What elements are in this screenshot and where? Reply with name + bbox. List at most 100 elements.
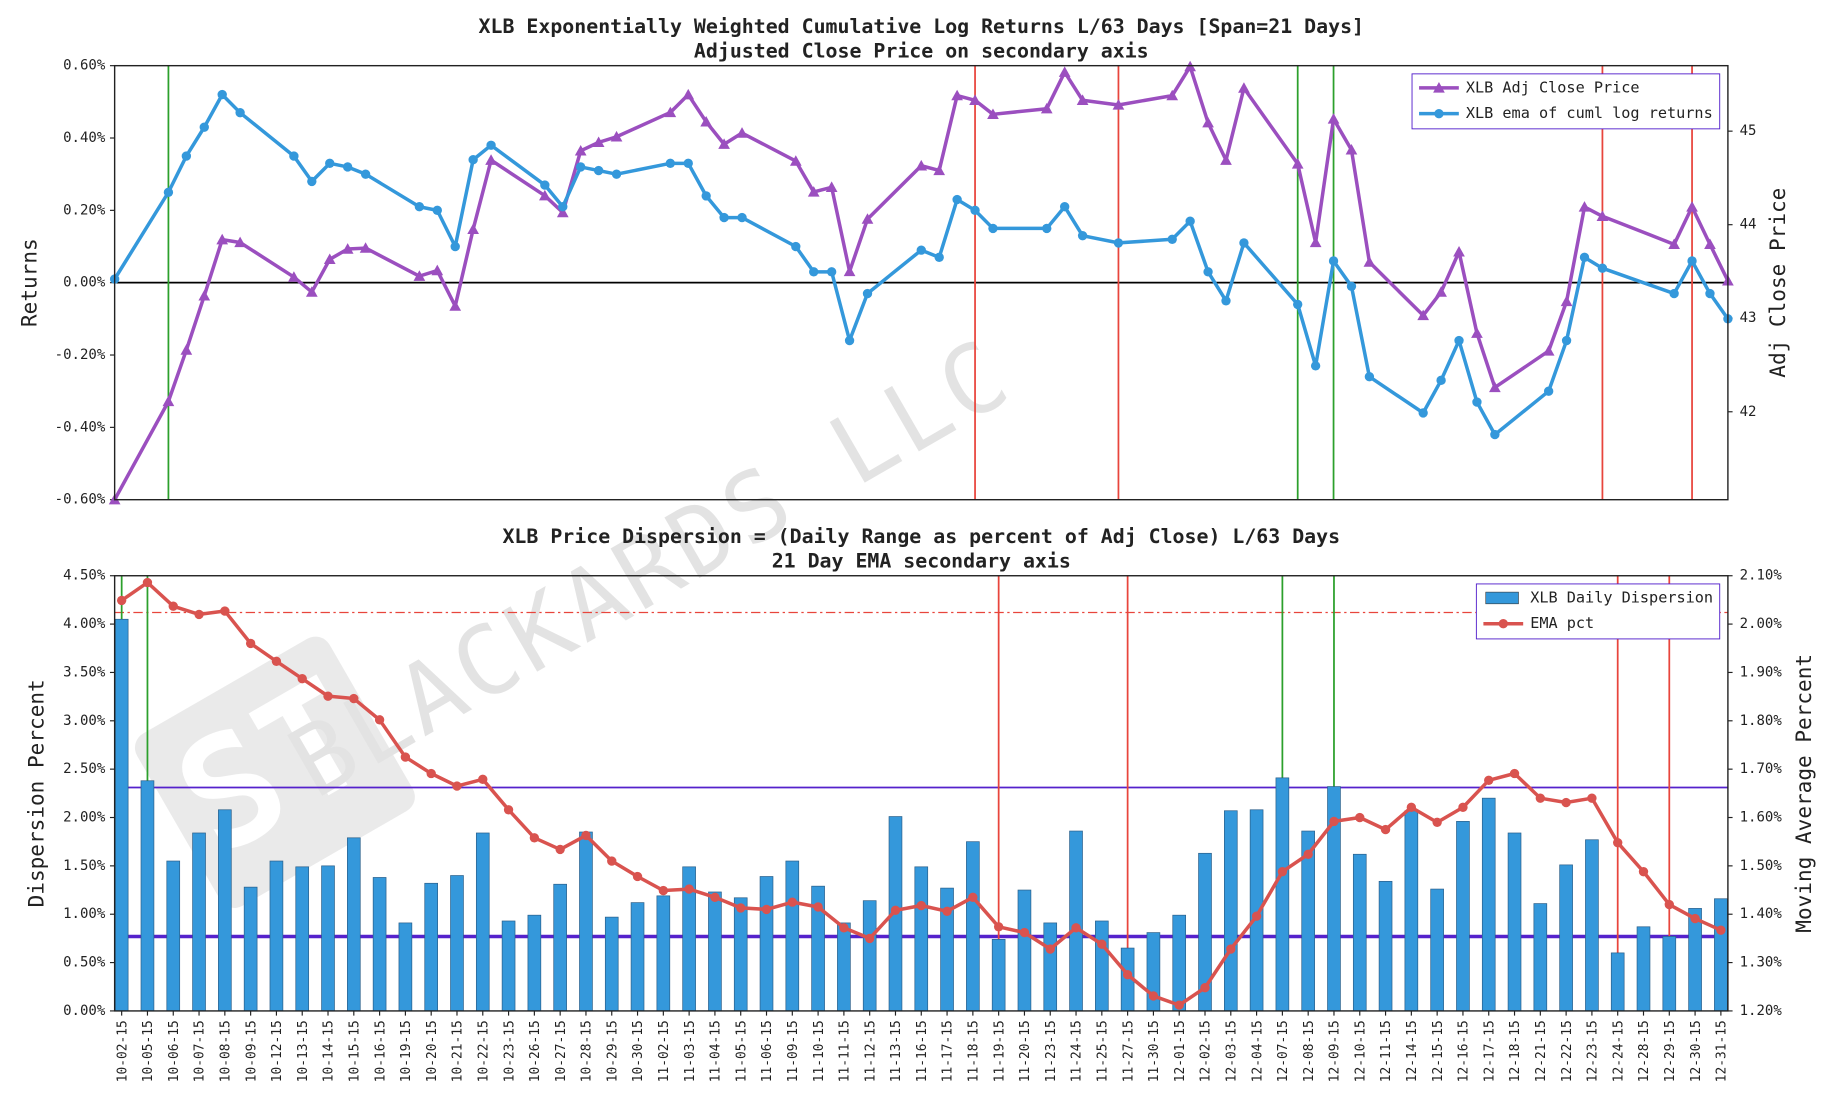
marker (414, 202, 425, 212)
x-tick-label: 12-10-15 (1353, 1020, 1368, 1082)
bar (630, 902, 645, 1012)
x-tick-label: 11-05-15 (734, 1020, 749, 1082)
bar (1559, 864, 1573, 1012)
bar (579, 831, 593, 1012)
bar (527, 914, 542, 1012)
bar (837, 922, 851, 1012)
y2-tick-label: 1.40% (1740, 906, 1783, 922)
y-tick-label: 0.00% (63, 275, 106, 291)
marker (736, 903, 746, 913)
x-tick-label: 10-16-15 (373, 1020, 388, 1082)
x-tick-label: 12-08-15 (1302, 1020, 1317, 1082)
x-tick-label: 12-01-15 (1173, 1020, 1188, 1082)
marker (426, 768, 436, 779)
x-tick-label: 11-19-15 (992, 1020, 1007, 1082)
bar (1507, 832, 1522, 1012)
marker (216, 233, 229, 245)
bar (759, 876, 774, 1012)
marker (1380, 824, 1391, 835)
bar (372, 877, 387, 1012)
y-tick-label: 1.00% (63, 906, 106, 922)
marker (1327, 113, 1340, 124)
legend-label: EMA pct (1530, 614, 1594, 632)
x-tick-label: 12-04-15 (1250, 1020, 1265, 1082)
marker (719, 212, 729, 223)
marker (1543, 386, 1554, 396)
marker (558, 202, 568, 212)
y2-tick-label: 44 (1740, 217, 1757, 233)
y2-axis-label: Moving Average Percent (1791, 654, 1816, 933)
bar (218, 809, 232, 1012)
marker (1277, 866, 1288, 877)
x-tick-label: 11-13-15 (889, 1020, 904, 1082)
marker (217, 89, 227, 100)
x-tick-label: 10-19-15 (399, 1020, 414, 1082)
marker (1417, 309, 1430, 321)
x-tick-label: 10-12-15 (270, 1020, 285, 1082)
marker (1472, 397, 1482, 407)
x-tick-label: 10-15-15 (347, 1020, 362, 1082)
marker (1019, 927, 1030, 938)
x-tick-label: 10-22-15 (476, 1020, 491, 1082)
x-tick-label: 11-10-15 (812, 1020, 827, 1082)
marker (1471, 327, 1483, 338)
y-tick-label: 3.50% (63, 664, 106, 680)
y-tick-label: -0.40% (55, 419, 106, 435)
marker (1346, 281, 1357, 291)
marker (1596, 210, 1609, 221)
marker (413, 270, 426, 281)
marker (807, 186, 820, 197)
y-tick-label: 0.50% (63, 955, 106, 971)
legend-swatch (1485, 591, 1519, 605)
marker (839, 923, 849, 933)
marker (1454, 335, 1464, 346)
marker (1303, 849, 1313, 859)
marker (1203, 267, 1213, 277)
marker (1174, 1000, 1184, 1010)
marker (1704, 238, 1716, 250)
chart-title: XLB Exponentially Weighted Cumulative Lo… (479, 15, 1364, 38)
marker (1638, 866, 1649, 877)
bar (1636, 926, 1651, 1012)
marker (1329, 816, 1339, 827)
marker (1220, 154, 1232, 165)
marker (664, 106, 677, 118)
bar (1610, 952, 1625, 1012)
x-tick-label: 12-29-15 (1663, 1020, 1678, 1082)
marker (969, 94, 981, 105)
y2-tick-label: 1.30% (1740, 955, 1783, 971)
marker (1432, 817, 1442, 828)
x-tick-label: 10-07-15 (193, 1020, 208, 1082)
x-tick-label: 12-24-15 (1611, 1020, 1626, 1082)
marker (431, 264, 444, 276)
y-tick-label: 2.50% (63, 761, 106, 777)
x-tick-label: 12-17-15 (1482, 1020, 1497, 1082)
marker (305, 286, 318, 297)
y-axis-label: Dispersion Percent (23, 679, 48, 907)
x-tick-label: 11-06-15 (760, 1020, 775, 1082)
bar (475, 832, 490, 1012)
marker (1561, 335, 1572, 346)
marker (1309, 236, 1322, 248)
bar (424, 882, 438, 1012)
x-tick-label: 12-28-15 (1637, 1020, 1652, 1082)
marker (843, 265, 856, 277)
marker (555, 844, 565, 855)
x-tick-label: 11-11-15 (838, 1020, 853, 1082)
marker (683, 158, 693, 169)
marker (323, 253, 336, 264)
bar (1404, 810, 1419, 1012)
legend-label: XLB Adj Close Price (1466, 78, 1640, 96)
marker (374, 715, 385, 725)
marker (289, 151, 299, 161)
bar (140, 780, 155, 1012)
marker (199, 122, 209, 132)
bar (914, 866, 929, 1012)
marker (993, 922, 1004, 932)
marker (1453, 245, 1465, 257)
x-tick-label: 12-07-15 (1276, 1020, 1291, 1082)
x-tick-label: 10-13-15 (296, 1020, 311, 1082)
marker (825, 181, 838, 192)
marker (1077, 230, 1088, 241)
y-tick-label: 1.50% (63, 858, 106, 874)
